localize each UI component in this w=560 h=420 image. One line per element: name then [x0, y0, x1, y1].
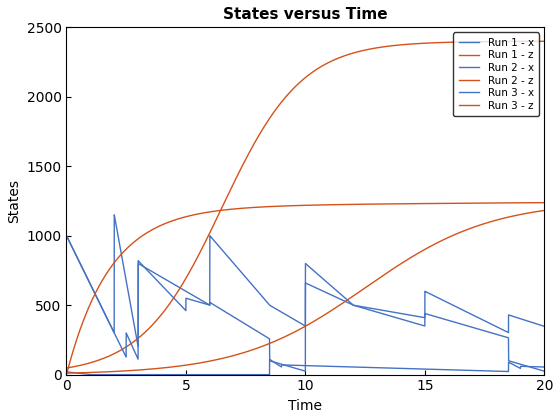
Run 3 - x	[87, 372, 94, 377]
Run 2 - z	[63, 372, 70, 377]
Run 3 - z	[246, 349, 253, 354]
Run 2 - x	[349, 302, 356, 307]
Run 1 - x	[150, 270, 157, 275]
Run 1 - x	[135, 344, 142, 349]
Run 3 - x	[63, 369, 70, 374]
Run 1 - x	[63, 233, 70, 238]
Run 3 - z	[456, 230, 463, 235]
Run 1 - x	[541, 324, 548, 329]
Line: Run 2 - z: Run 2 - z	[67, 202, 544, 375]
Run 1 - z	[246, 150, 253, 155]
Run 1 - z	[63, 365, 70, 370]
Run 3 - z	[63, 370, 70, 375]
Run 1 - x	[420, 323, 427, 328]
Line: Run 1 - z: Run 1 - z	[67, 41, 544, 368]
Line: Run 2 - x: Run 2 - x	[67, 236, 544, 371]
Run 3 - z	[374, 277, 381, 282]
Run 2 - x	[246, 324, 253, 329]
Run 1 - z	[456, 39, 463, 45]
Run 3 - x	[541, 365, 548, 370]
Run 2 - z	[374, 202, 381, 207]
Run 1 - x	[350, 303, 357, 308]
Run 3 - x	[350, 365, 357, 370]
Run 2 - z	[456, 201, 463, 206]
Run 3 - z	[349, 294, 356, 299]
Run 1 - z	[541, 39, 548, 44]
Run 1 - x	[111, 213, 118, 218]
Run 2 - x	[419, 315, 426, 320]
X-axis label: Time: Time	[288, 399, 323, 413]
Run 3 - x	[150, 372, 157, 377]
Run 3 - x	[374, 365, 381, 370]
Run 1 - x	[246, 279, 253, 284]
Run 2 - z	[150, 227, 157, 232]
Title: States versus Time: States versus Time	[223, 7, 388, 22]
Run 1 - z	[150, 321, 157, 326]
Run 2 - z	[541, 200, 548, 205]
Run 1 - z	[419, 41, 426, 46]
Run 2 - x	[63, 233, 70, 238]
Run 3 - x	[266, 357, 273, 362]
Run 3 - z	[541, 208, 548, 213]
Y-axis label: States: States	[7, 179, 21, 223]
Run 1 - x	[456, 306, 463, 311]
Run 3 - z	[150, 366, 157, 371]
Run 3 - z	[419, 248, 426, 253]
Line: Run 3 - z: Run 3 - z	[67, 210, 544, 373]
Run 3 - x	[420, 367, 427, 372]
Run 2 - x	[150, 274, 157, 279]
Run 3 - x	[456, 368, 463, 373]
Run 2 - x	[456, 321, 463, 326]
Line: Run 1 - x: Run 1 - x	[67, 215, 544, 346]
Run 1 - z	[349, 50, 356, 55]
Run 3 - x	[246, 372, 253, 377]
Run 2 - z	[419, 201, 426, 206]
Run 2 - x	[374, 307, 381, 312]
Run 2 - x	[541, 369, 548, 374]
Run 2 - z	[246, 205, 253, 210]
Run 1 - x	[374, 310, 381, 315]
Run 1 - z	[374, 45, 381, 50]
Legend: Run 1 - x, Run 1 - z, Run 2 - x, Run 2 - z, Run 3 - x, Run 3 - z: Run 1 - x, Run 1 - z, Run 2 - x, Run 2 -…	[454, 32, 539, 116]
Run 2 - z	[349, 202, 356, 207]
Line: Run 3 - x: Run 3 - x	[67, 360, 544, 375]
